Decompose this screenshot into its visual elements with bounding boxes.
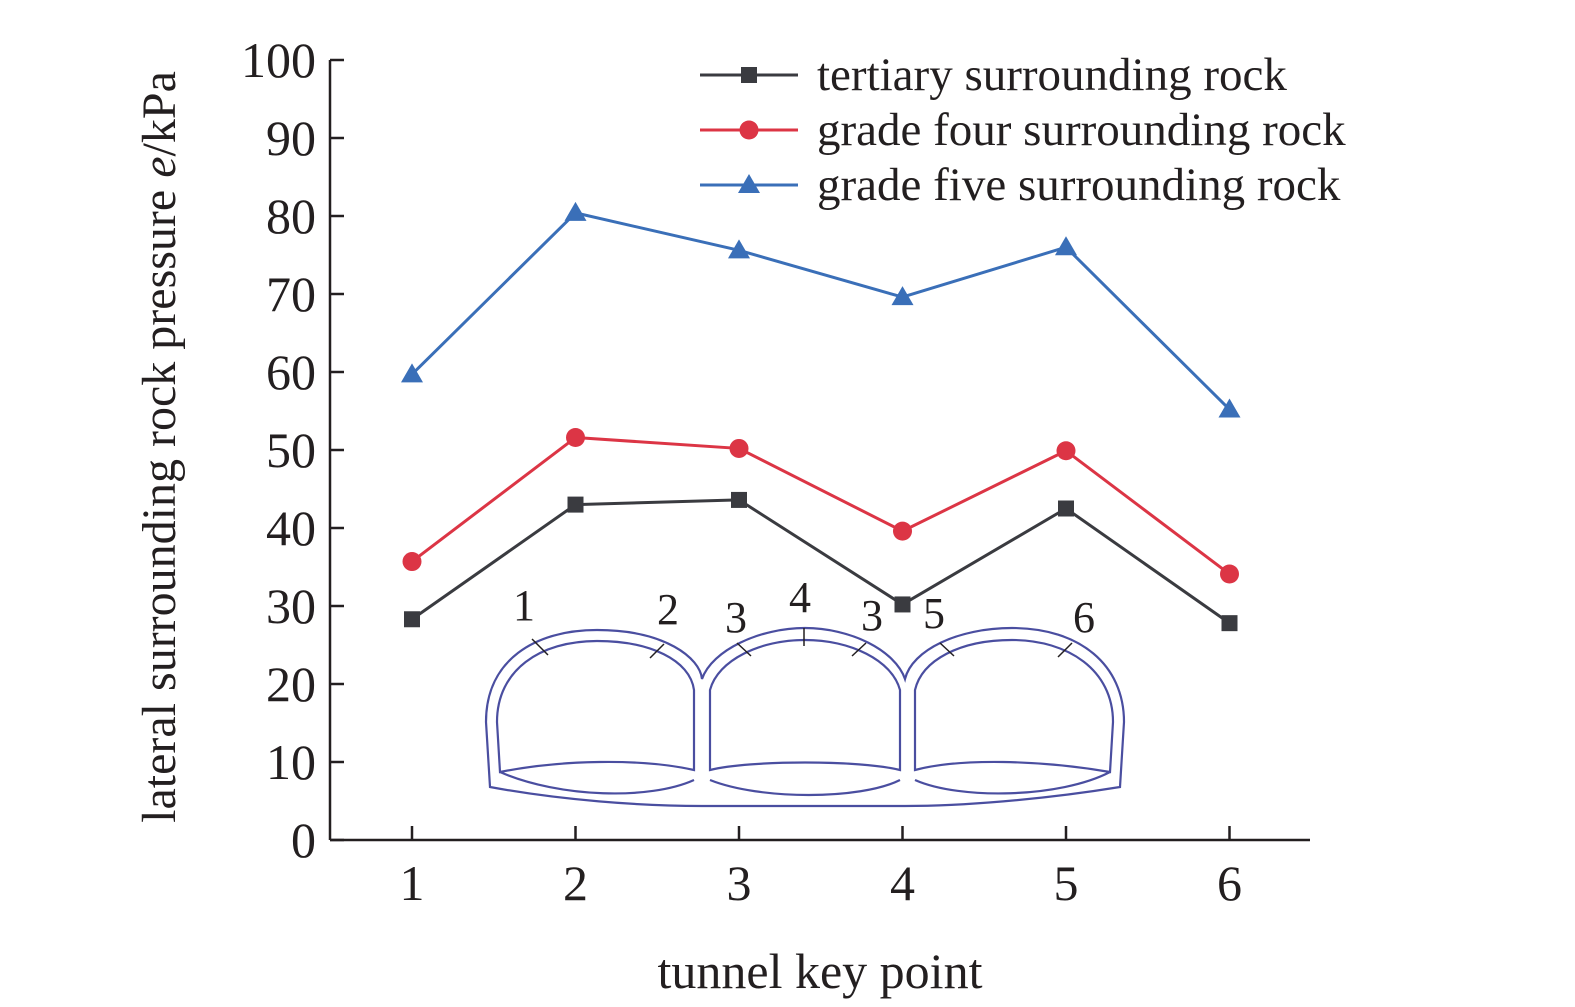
tunnel-bore-1 bbox=[495, 639, 696, 774]
x-tick-label: 5 bbox=[1054, 855, 1079, 911]
data-point bbox=[404, 611, 420, 628]
legend-marker bbox=[738, 174, 760, 193]
key-point-label: 6 bbox=[1073, 593, 1095, 642]
series-3 bbox=[401, 201, 1241, 418]
tunnel-invert bbox=[499, 770, 695, 795]
data-point bbox=[731, 491, 747, 508]
x-tick-label: 3 bbox=[727, 855, 752, 911]
key-point-marker bbox=[736, 642, 752, 657]
tunnel-invert bbox=[914, 771, 1111, 795]
data-point bbox=[401, 363, 423, 383]
data-point bbox=[893, 521, 912, 541]
series-line bbox=[411, 498, 1231, 625]
legend-item-2: grade four surrounding rock bbox=[700, 104, 1346, 156]
key-point-label: 2 bbox=[657, 585, 679, 634]
x-tick-label: 1 bbox=[400, 855, 425, 911]
tunnel-bore-2 bbox=[708, 638, 902, 772]
series-line bbox=[410, 211, 1231, 411]
legend-label: tertiary surrounding rock bbox=[817, 49, 1287, 101]
x-tick-label: 2 bbox=[563, 855, 588, 911]
series-line bbox=[411, 436, 1231, 576]
y-tick-label: 70 bbox=[266, 266, 316, 322]
tunnel-outer-lining bbox=[484, 626, 1126, 808]
y-tick-label: 30 bbox=[266, 578, 316, 634]
y-tick-label: 0 bbox=[291, 812, 316, 868]
data-point bbox=[566, 428, 585, 448]
y-tick-label: 50 bbox=[266, 422, 316, 478]
y-tick-label: 20 bbox=[266, 656, 316, 712]
legend-item-3: grade five surrounding rock bbox=[700, 159, 1341, 211]
key-point-label: 3 bbox=[861, 591, 883, 640]
tunnel-invert bbox=[709, 778, 901, 797]
tunnel-bore-3 bbox=[913, 638, 1115, 774]
legend-label: grade five surrounding rock bbox=[817, 159, 1341, 211]
data-point bbox=[1220, 564, 1239, 584]
y-tick-label: 90 bbox=[266, 110, 316, 166]
legend-label: grade four surrounding rock bbox=[817, 104, 1346, 156]
y-tick-label: 40 bbox=[266, 500, 316, 556]
data-point bbox=[1056, 441, 1076, 461]
key-point-marker bbox=[851, 642, 867, 657]
data-point bbox=[729, 438, 749, 458]
key-point-marker bbox=[649, 643, 665, 659]
data-point bbox=[1058, 500, 1074, 517]
legend-marker bbox=[739, 120, 759, 140]
y-tick-label: 80 bbox=[266, 188, 316, 244]
y-axis-label: lateral surrounding rock pressure e/kPa bbox=[133, 71, 186, 823]
data-point bbox=[567, 496, 584, 513]
key-point-marker bbox=[939, 642, 955, 657]
data-point bbox=[894, 596, 911, 613]
y-tick-label: 100 bbox=[241, 32, 316, 88]
key-point-label: 3 bbox=[725, 593, 747, 642]
x-axis-label: tunnel key point bbox=[658, 943, 983, 999]
key-point-label: 5 bbox=[923, 589, 945, 638]
data-point bbox=[402, 552, 422, 572]
data-point bbox=[891, 286, 914, 306]
series-2 bbox=[402, 428, 1239, 584]
key-point-marker bbox=[531, 638, 549, 656]
data-point bbox=[564, 201, 587, 221]
x-tick-label: 4 bbox=[890, 855, 915, 911]
data-point bbox=[1221, 615, 1238, 632]
series-layer bbox=[401, 201, 1241, 632]
y-tick-label: 60 bbox=[266, 344, 316, 400]
legend-item-1: tertiary surrounding rock bbox=[700, 49, 1287, 101]
data-point bbox=[1055, 236, 1077, 256]
x-tick-label: 6 bbox=[1217, 855, 1242, 911]
key-point-label: 4 bbox=[789, 573, 811, 622]
key-point-marker bbox=[1057, 642, 1073, 658]
legend-marker bbox=[741, 67, 757, 83]
series-1 bbox=[404, 491, 1238, 632]
y-tick-label: 10 bbox=[266, 734, 316, 790]
key-point-label: 1 bbox=[513, 581, 535, 630]
data-point bbox=[728, 239, 750, 259]
data-point bbox=[1218, 398, 1241, 418]
